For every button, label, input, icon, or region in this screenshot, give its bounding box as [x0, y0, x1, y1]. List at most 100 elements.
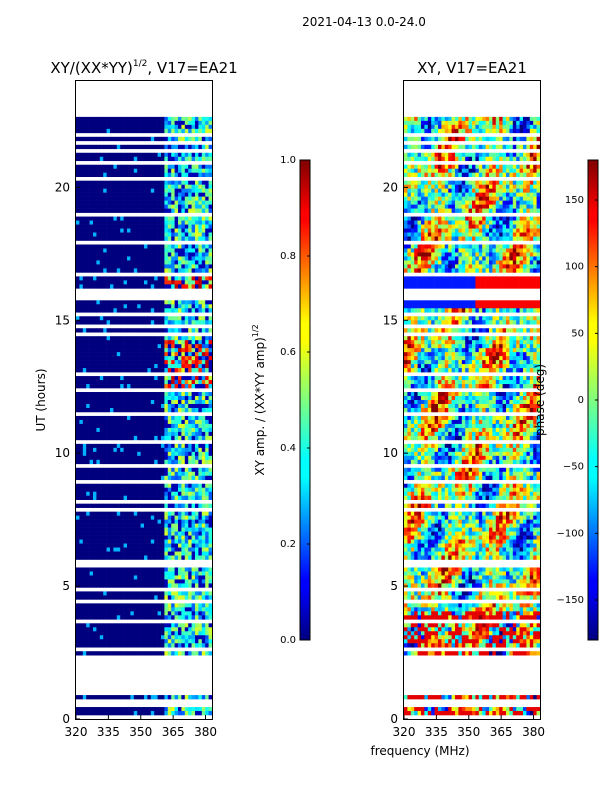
heatmap-cell — [123, 364, 128, 369]
heatmap-cell — [103, 535, 107, 540]
heatmap-cell — [76, 348, 80, 353]
heatmap-cell — [191, 403, 196, 409]
heatmap-cell — [113, 268, 118, 273]
heatmap-cell — [79, 120, 84, 126]
heatmap-cell — [208, 188, 213, 193]
heatmap-cell — [110, 196, 114, 201]
heatmap-cell — [116, 487, 121, 493]
heatmap-cell — [82, 579, 87, 584]
heatmap-cell — [144, 635, 148, 640]
heatmap-cell — [137, 368, 141, 373]
heatmap-cell — [495, 128, 500, 134]
heatmap-cell — [198, 252, 203, 257]
heatmap-cell — [82, 603, 87, 608]
heatmap-cell — [482, 168, 486, 174]
heatmap-cell — [82, 392, 87, 397]
heatmap-cell — [198, 491, 203, 496]
heatmap-cell — [120, 276, 124, 281]
heatmap-cell — [150, 591, 155, 596]
heatmap-cell — [99, 136, 104, 142]
heatmap-cell — [161, 368, 165, 373]
heatmap-cell — [133, 571, 138, 576]
heatmap-cell — [86, 200, 90, 205]
heatmap-cell — [106, 547, 111, 552]
heatmap-cell — [79, 244, 84, 249]
heatmap-cell — [181, 180, 186, 185]
heatmap-cell — [191, 487, 196, 493]
heatmap-cell — [161, 192, 165, 197]
heatmap-cell — [82, 511, 87, 516]
heatmap-cell — [181, 284, 186, 289]
heatmap-cell — [110, 392, 114, 397]
heatmap-cell — [133, 256, 138, 261]
heatmap-cell — [161, 280, 165, 285]
heatmap-cell — [164, 431, 169, 437]
heatmap-cell — [130, 527, 135, 532]
heatmap-cell — [184, 415, 189, 421]
heatmap-cell — [164, 156, 169, 162]
heatmap-cell — [144, 495, 148, 500]
heatmap-cell — [127, 415, 131, 421]
heatmap-cell — [161, 392, 165, 397]
heatmap-cell — [191, 264, 196, 269]
heatmap-cell — [130, 232, 135, 237]
heatmap-cell — [181, 591, 186, 596]
heatmap-cell — [161, 224, 165, 229]
heatmap-cell — [414, 180, 418, 185]
heatmap-cell — [536, 136, 541, 142]
heatmap-cell — [127, 248, 131, 253]
heatmap-cell — [96, 635, 101, 640]
heatmap-cell — [110, 168, 114, 174]
heatmap-cell — [441, 120, 446, 126]
heatmap-cell — [103, 551, 107, 556]
heatmap-cell — [191, 547, 196, 552]
heatmap-cell — [86, 264, 90, 269]
heatmap-cell — [133, 511, 138, 516]
heatmap-cell — [89, 276, 94, 281]
heatmap-cell — [82, 300, 87, 305]
heatmap-cell — [99, 308, 104, 313]
heatmap-cell — [79, 547, 84, 552]
heatmap-cell — [106, 340, 111, 345]
heatmap-cell — [127, 376, 131, 381]
heatmap-cell — [130, 539, 135, 544]
heatmap-cell — [140, 152, 145, 158]
heatmap-cell — [154, 575, 158, 580]
heatmap-cell — [130, 268, 135, 273]
heatmap-cell — [133, 471, 138, 477]
heatmap-cell — [167, 471, 172, 477]
heatmap-cell — [198, 639, 203, 644]
heatmap-cell — [509, 184, 514, 189]
heatmap-cell — [533, 164, 537, 170]
heatmap-cell — [205, 527, 209, 532]
heatmap-cell — [89, 200, 94, 205]
heatmap-cell — [147, 276, 152, 281]
heatmap-cell — [103, 475, 107, 481]
heatmap-cell — [191, 643, 196, 648]
heatmap-cell — [455, 136, 459, 142]
heatmap-cell — [127, 567, 131, 572]
heatmap-cell — [137, 495, 141, 500]
left-plot-title: XY/(XX*YY)1/2, V17=EA21 — [50, 59, 237, 77]
heatmap-cell — [116, 280, 121, 285]
heatmap-cell — [120, 523, 124, 528]
heatmap-cell — [99, 340, 104, 345]
heatmap-cell — [191, 695, 196, 700]
heatmap-cell — [99, 244, 104, 249]
heatmap-cell — [208, 487, 213, 493]
heatmap-cell — [150, 551, 155, 556]
heatmap-cell — [157, 364, 162, 369]
heatmap-cell — [178, 531, 182, 536]
heatmap-cell — [461, 152, 466, 158]
heatmap-cell — [147, 352, 152, 357]
heatmap-cell — [421, 116, 425, 122]
heatmap-cell — [188, 415, 192, 421]
heatmap-cell — [147, 396, 152, 401]
heatmap-cell — [171, 144, 175, 150]
heatmap-cell — [201, 651, 206, 656]
heatmap-cell — [157, 603, 162, 608]
heatmap-cell — [164, 459, 169, 465]
heatmap-cell — [178, 511, 182, 516]
heatmap-cell — [113, 284, 118, 289]
heatmap-cell — [86, 228, 90, 233]
